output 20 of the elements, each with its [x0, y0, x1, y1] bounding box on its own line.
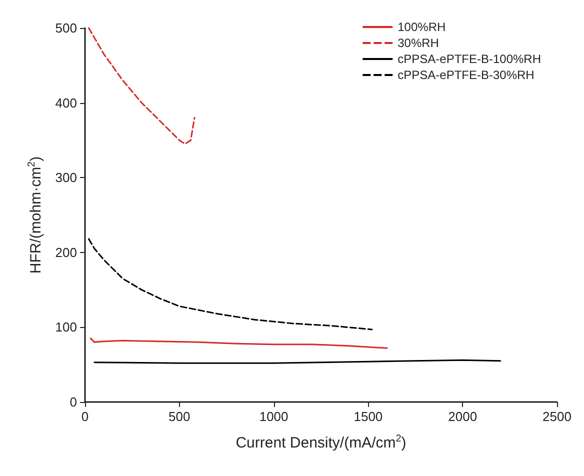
- x-tick-label: 500: [168, 409, 190, 424]
- y-tick-label: 300: [55, 170, 77, 186]
- x-tick-label: 2000: [448, 409, 478, 424]
- legend-label: 100%RH: [398, 20, 446, 34]
- line-series: [88, 238, 373, 330]
- y-axis-title: HFR/(mohm·cm2): [26, 156, 44, 274]
- line-series: [90, 338, 388, 349]
- x-tick-label: 1000: [259, 409, 288, 424]
- x-tick-label: 2500: [542, 409, 572, 424]
- line-series: [88, 27, 196, 145]
- y-tick-label: 100: [55, 320, 77, 335]
- x-tick-label: 0: [81, 409, 89, 424]
- legend-label: cPPSA-ePTFE-B-30%RH: [398, 68, 534, 82]
- legend-label: cPPSA-ePTFE-B-100%RH: [398, 52, 541, 66]
- x-tick-label: 1500: [354, 409, 383, 424]
- legend-label: 30%RH: [398, 36, 439, 50]
- y-tick-label: 500: [55, 20, 77, 36]
- y-tick-label: 200: [55, 244, 77, 260]
- y-tick-label: 400: [55, 95, 77, 110]
- y-tick-label: 0: [70, 394, 77, 410]
